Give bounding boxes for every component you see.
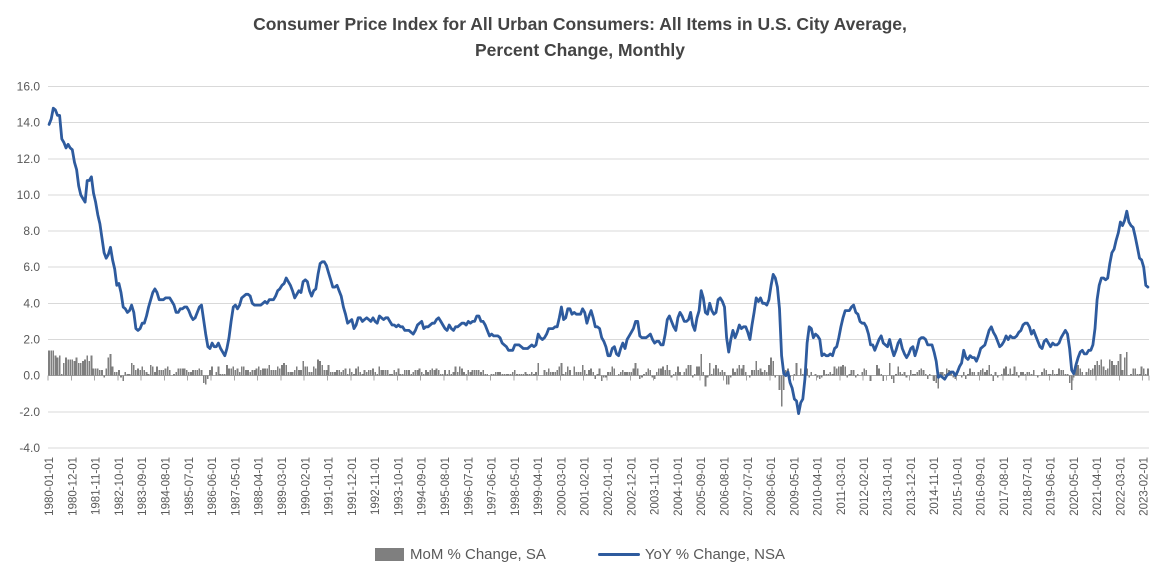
svg-text:2007-07-01: 2007-07-01 xyxy=(743,457,755,516)
bar-swatch-icon xyxy=(374,548,404,561)
svg-text:8.0: 8.0 xyxy=(23,224,40,238)
svg-text:2018-07-01: 2018-07-01 xyxy=(1022,457,1034,516)
svg-text:0.0: 0.0 xyxy=(23,369,40,383)
chart-canvas: 16.014.012.010.08.06.04.02.00.0-2.0-4.01… xyxy=(17,80,1151,516)
svg-text:2015-10-01: 2015-10-01 xyxy=(952,457,964,516)
svg-text:2019-06-01: 2019-06-01 xyxy=(1046,457,1058,516)
svg-text:2023-02-01: 2023-02-01 xyxy=(1139,457,1151,516)
svg-text:1985-07-01: 1985-07-01 xyxy=(184,457,196,516)
legend-label-mom: MoM % Change, SA xyxy=(409,546,546,563)
svg-text:1987-05-01: 1987-05-01 xyxy=(230,457,242,516)
line-swatch-icon xyxy=(597,552,640,557)
svg-text:2005-09-01: 2005-09-01 xyxy=(696,457,708,516)
svg-text:2002-12-01: 2002-12-01 xyxy=(626,457,638,516)
chart-legend: MoM % Change, SA YoY % Change, NSA xyxy=(0,546,1160,563)
y-axis-labels: 16.0 14.0 12.0 10.0 8.0 6.0 4.0 2.0 0.0 -2.0 -4.0 xyxy=(17,80,41,455)
legend-label-yoy: YoY % Change, NSA xyxy=(644,546,785,563)
svg-text:2010-04-01: 2010-04-01 xyxy=(813,457,825,516)
legend-item-yoy: YoY % Change, NSA xyxy=(597,546,785,563)
svg-text:1982-10-01: 1982-10-01 xyxy=(114,457,126,516)
svg-text:1992-11-01: 1992-11-01 xyxy=(370,457,382,515)
svg-text:2020-05-01: 2020-05-01 xyxy=(1069,457,1081,516)
svg-text:1986-06-01: 1986-06-01 xyxy=(207,457,219,516)
svg-text:1993-10-01: 1993-10-01 xyxy=(393,457,405,516)
x-axis-labels: 1980-01-01 1980-12-01 1981-11-01 1982-10-01… xyxy=(44,457,1151,516)
svg-text:14.0: 14.0 xyxy=(17,116,41,130)
svg-text:2.0: 2.0 xyxy=(23,333,40,347)
svg-text:2003-11-01: 2003-11-01 xyxy=(650,457,662,515)
chart-title-line-1: Consumer Price Index for All Urban Consu… xyxy=(253,14,907,34)
svg-text:1988-04-01: 1988-04-01 xyxy=(254,457,266,516)
svg-text:1994-09-01: 1994-09-01 xyxy=(417,457,429,516)
svg-text:16.0: 16.0 xyxy=(17,80,41,94)
svg-text:2001-02-01: 2001-02-01 xyxy=(580,457,592,516)
svg-text:1996-07-01: 1996-07-01 xyxy=(463,457,475,516)
svg-text:-4.0: -4.0 xyxy=(19,441,40,455)
chart-title: Consumer Price Index for All Urban Consu… xyxy=(0,11,1160,64)
svg-text:10.0: 10.0 xyxy=(17,188,41,202)
svg-text:2022-03-01: 2022-03-01 xyxy=(1115,457,1127,516)
svg-text:12.0: 12.0 xyxy=(17,152,41,166)
svg-text:1998-05-01: 1998-05-01 xyxy=(510,457,522,516)
svg-text:2008-06-01: 2008-06-01 xyxy=(766,457,778,516)
line-series-yoy xyxy=(47,106,1150,415)
svg-text:1983-09-01: 1983-09-01 xyxy=(137,457,149,516)
svg-text:2013-01-01: 2013-01-01 xyxy=(883,457,895,516)
svg-text:2009-05-01: 2009-05-01 xyxy=(789,457,801,516)
svg-text:2013-12-01: 2013-12-01 xyxy=(906,457,918,516)
svg-text:2002-01-01: 2002-01-01 xyxy=(603,457,615,516)
svg-text:2012-02-01: 2012-02-01 xyxy=(859,457,871,516)
bar-series-mom xyxy=(48,350,1149,407)
svg-text:1984-08-01: 1984-08-01 xyxy=(161,457,173,516)
svg-text:2016-09-01: 2016-09-01 xyxy=(976,457,988,516)
svg-text:1991-12-01: 1991-12-01 xyxy=(347,457,359,516)
svg-text:4.0: 4.0 xyxy=(23,296,40,310)
svg-text:2004-10-01: 2004-10-01 xyxy=(673,457,685,516)
x-axis-line xyxy=(47,375,1150,381)
svg-text:2011-03-01: 2011-03-01 xyxy=(836,457,848,515)
legend-item-mom: MoM % Change, SA xyxy=(374,546,546,563)
svg-text:2021-04-01: 2021-04-01 xyxy=(1092,457,1104,516)
gridlines xyxy=(48,86,1149,449)
svg-text:2000-03-01: 2000-03-01 xyxy=(556,457,568,516)
svg-text:1980-12-01: 1980-12-01 xyxy=(67,457,79,516)
svg-text:1990-02-01: 1990-02-01 xyxy=(300,457,312,516)
svg-text:2014-11-01: 2014-11-01 xyxy=(929,457,941,515)
svg-text:-2.0: -2.0 xyxy=(19,405,40,419)
chart-title-line-2: Percent Change, Monthly xyxy=(474,40,686,61)
svg-text:1980-01-01: 1980-01-01 xyxy=(44,457,56,516)
svg-text:1997-06-01: 1997-06-01 xyxy=(487,457,499,516)
svg-text:1989-03-01: 1989-03-01 xyxy=(277,457,289,516)
svg-text:1981-11-01: 1981-11-01 xyxy=(91,457,103,515)
svg-text:2017-08-01: 2017-08-01 xyxy=(999,457,1011,516)
svg-text:6.0: 6.0 xyxy=(23,260,40,274)
svg-text:1995-08-01: 1995-08-01 xyxy=(440,457,452,516)
svg-text:1991-01-01: 1991-01-01 xyxy=(324,457,336,516)
svg-text:2006-08-01: 2006-08-01 xyxy=(720,457,732,516)
svg-text:1999-04-01: 1999-04-01 xyxy=(533,457,545,516)
